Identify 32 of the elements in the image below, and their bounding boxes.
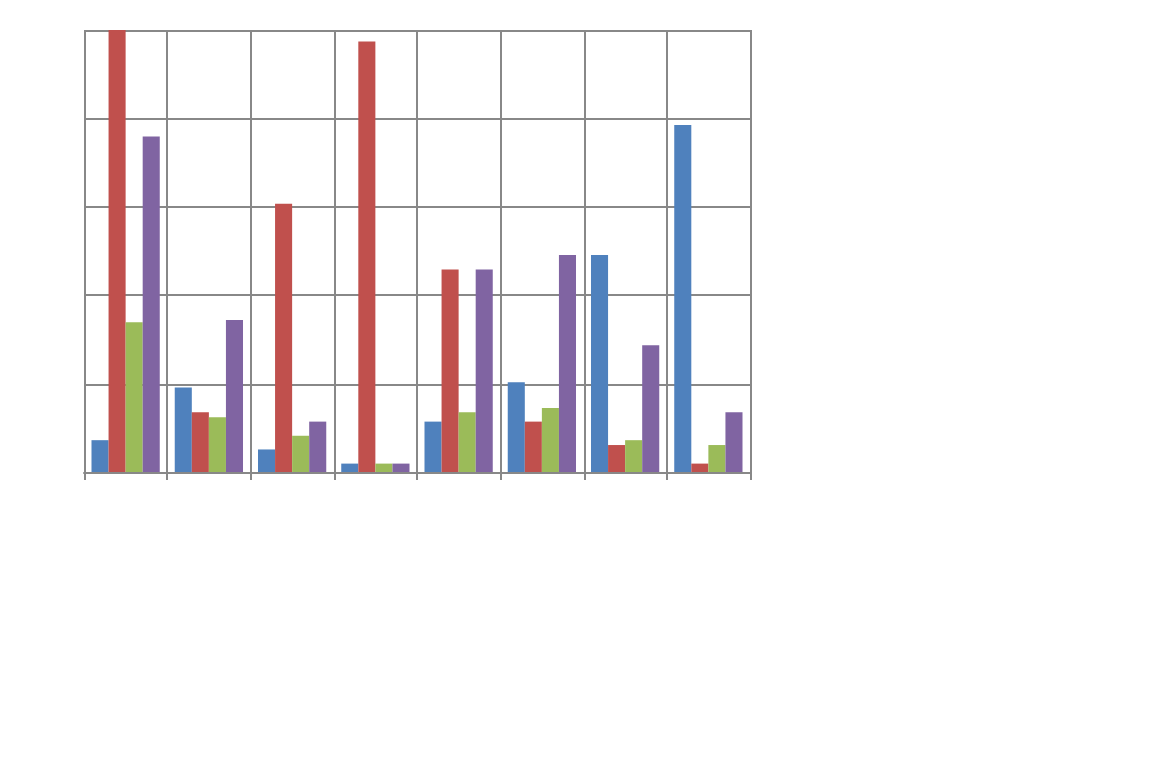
bar [708,445,726,472]
bar [208,417,226,472]
bar [142,136,160,472]
bar [725,412,743,472]
bar [524,421,542,472]
bar [375,463,393,472]
bar [441,269,459,472]
bar [358,41,376,472]
bar [541,407,559,472]
bar [691,463,709,472]
bar [642,345,660,472]
bar [558,254,577,472]
bar [225,319,244,472]
bar [174,387,192,472]
bar [292,435,310,472]
bar [91,440,109,472]
bar [507,382,525,472]
bar [309,421,327,472]
bar [608,445,626,472]
bar [424,421,442,472]
bar [275,203,293,472]
bar [674,125,692,472]
bar [191,412,209,472]
bar [257,449,276,472]
bar [125,322,143,472]
bar [108,30,126,472]
bar [392,463,410,472]
bar [625,440,643,472]
bar [475,269,493,472]
bar [590,254,609,472]
bar [458,412,476,472]
bar [341,463,359,472]
